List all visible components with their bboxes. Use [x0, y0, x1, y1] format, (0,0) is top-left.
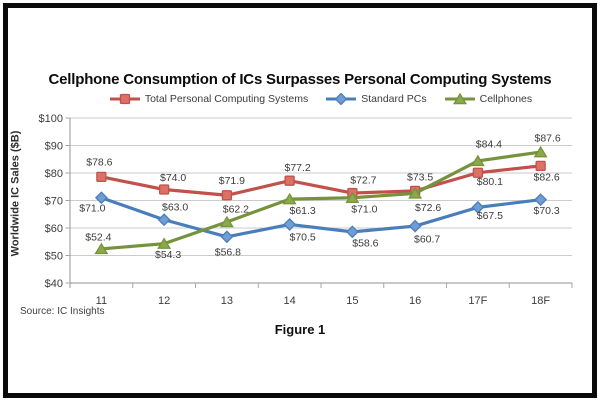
data-point-label: $72.6	[415, 202, 441, 214]
source-note: Source: IC Insights	[20, 306, 105, 317]
data-point-marker-square	[472, 167, 484, 178]
series-line-standard-pcs	[99, 196, 543, 239]
data-point-marker-square	[535, 160, 546, 172]
data-point-label: $71.0	[351, 203, 377, 215]
data-point-label: $80.1	[477, 176, 503, 188]
data-point-marker-diamond	[345, 225, 359, 239]
data-point-marker-triangle	[452, 93, 467, 105]
y-tick-label: $100	[39, 113, 63, 125]
series-line-total-personal-computing-systems	[99, 164, 543, 197]
data-point-marker-triangle	[94, 242, 109, 255]
data-point-label: $71.9	[219, 175, 245, 187]
data-point-label: $82.6	[533, 171, 559, 183]
data-point-marker-diamond	[471, 200, 485, 214]
data-point-label: $84.4	[476, 138, 502, 150]
data-point-label: $60.7	[414, 234, 440, 246]
data-point-marker-diamond	[157, 213, 171, 227]
y-tick-label: $80	[45, 168, 63, 180]
legend-label: Cellphones	[479, 93, 533, 105]
y-tick-label: $90	[45, 141, 63, 153]
data-point-marker-square	[96, 171, 107, 183]
x-tick-label: 15	[346, 295, 358, 307]
data-point-marker-triangle	[533, 145, 548, 158]
x-tick-label: 13	[221, 295, 233, 307]
data-point-label: $52.4	[85, 231, 111, 243]
y-tick-label: $70	[45, 196, 63, 208]
x-tick-label: 16	[409, 295, 421, 307]
data-point-marker-triangle	[219, 215, 234, 228]
data-point-label: $77.2	[284, 162, 310, 174]
legend-label: Total Personal Computing Systems	[144, 93, 309, 105]
legend-label: Standard PCs	[361, 93, 427, 105]
data-point-label: $54.3	[155, 249, 181, 261]
chart-title: Cellphone Consumption of ICs Surpasses P…	[48, 71, 552, 88]
data-point-label: $67.5	[477, 210, 503, 222]
data-point-label: $70.3	[533, 205, 559, 217]
data-point-label: $62.2	[223, 203, 249, 215]
legend-item-cellphones: Cellphones	[444, 93, 533, 105]
data-point-marker-square	[221, 190, 233, 201]
chart-legend: Total Personal Computing Systems Standar…	[70, 93, 572, 105]
legend-item-total-personal-computing-systems: Total Personal Computing Systems	[109, 93, 309, 105]
figure-caption: Figure 1	[274, 322, 326, 337]
y-tick-label: $40	[45, 278, 63, 290]
x-tick-label: 11	[96, 295, 107, 307]
data-point-marker-triangle	[345, 191, 360, 203]
data-point-label: $87.6	[534, 133, 560, 145]
y-tick-label: $50	[45, 251, 63, 263]
data-point-marker-square	[284, 175, 295, 186]
data-point-label: $63.0	[162, 201, 188, 213]
x-tick-label: 17F	[468, 295, 487, 307]
data-point-label: $72.7	[350, 175, 376, 187]
data-point-marker-square	[119, 93, 130, 105]
data-point-marker-triangle	[282, 192, 297, 205]
legend-item-standard-pcs: Standard PCs	[326, 93, 427, 105]
data-point-marker-triangle	[408, 187, 423, 199]
data-point-label: $61.3	[289, 205, 315, 217]
data-point-label: $56.8	[215, 246, 241, 258]
data-point-label: $78.6	[86, 156, 112, 168]
legend-square-marker-icon	[109, 93, 140, 105]
data-point-marker-diamond	[534, 193, 548, 207]
data-point-label: $73.5	[407, 171, 433, 183]
x-tick-label: 12	[158, 295, 170, 307]
x-tick-label: 18F	[531, 295, 550, 307]
data-point-marker-triangle	[157, 237, 172, 249]
data-point-marker-diamond	[220, 230, 234, 244]
data-point-label: $74.0	[160, 172, 186, 184]
data-point-label: $58.6	[352, 237, 378, 249]
data-point-marker-diamond	[94, 191, 108, 205]
data-point-label: $71.0	[79, 202, 105, 214]
data-point-marker-diamond	[283, 218, 297, 231]
y-tick-label: $60	[45, 223, 63, 235]
data-point-marker-triangle	[470, 154, 485, 167]
data-point-marker-diamond	[408, 219, 422, 233]
legend-triangle-marker-icon	[444, 93, 475, 105]
data-point-label: $70.5	[289, 232, 315, 244]
x-tick-label: 14	[284, 295, 296, 307]
legend-diamond-marker-icon	[326, 93, 357, 105]
data-point-marker-diamond	[334, 93, 348, 105]
series-line-cellphones	[99, 150, 543, 251]
data-point-marker-square	[158, 184, 170, 195]
